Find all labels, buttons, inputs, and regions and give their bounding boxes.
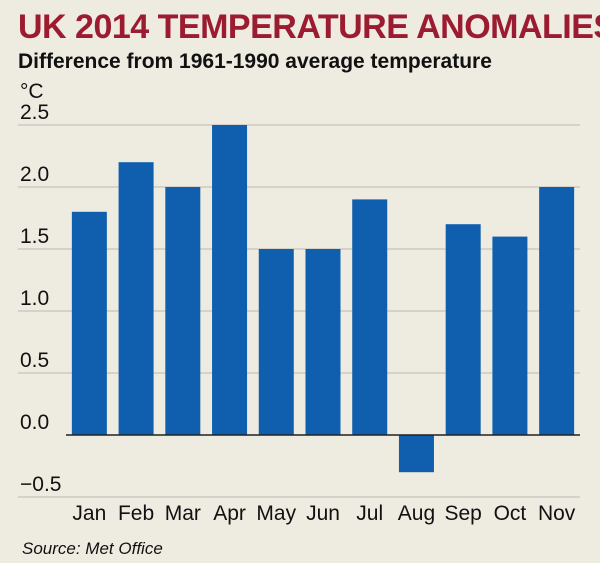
bar-jul — [352, 199, 388, 435]
bar-may — [258, 249, 294, 435]
x-tick-label: Nov — [538, 502, 576, 525]
bar-nov — [539, 187, 575, 435]
x-tick-label: Mar — [165, 502, 201, 525]
y-tick-label: 2.0 — [20, 163, 49, 186]
chart-subtitle: Difference from 1961-1990 average temper… — [18, 50, 492, 73]
bar-jun — [305, 249, 341, 435]
y-tick-label: 0.5 — [20, 349, 49, 372]
x-tick-label: Sep — [444, 502, 481, 525]
gridlines — [18, 124, 580, 498]
chart-title: UK 2014 TEMPERATURE ANOMALIES — [18, 8, 600, 46]
y-tick-label: 0.0 — [20, 411, 49, 434]
x-tick-label: Jan — [72, 502, 106, 525]
bar-feb — [118, 162, 154, 435]
x-tick-label: Feb — [118, 502, 154, 525]
y-tick-label: 2.5 — [20, 101, 49, 124]
bar-sep — [445, 224, 481, 435]
x-tick-label: Jun — [306, 502, 340, 525]
x-axis-ticks: Jan Feb Mar Apr May Jun Jul Aug Sep Oct Nov — [72, 502, 575, 525]
source-note: Source: Met Office — [22, 539, 163, 558]
y-tick-label: 1.0 — [20, 287, 49, 310]
y-axis-ticks: 2.5 2.0 1.5 1.0 0.5 0.0 −0.5 — [20, 101, 61, 496]
bar-apr — [212, 125, 248, 435]
y-tick-label: 1.5 — [20, 225, 49, 248]
bar-aug — [398, 435, 434, 473]
bar-jan — [71, 211, 107, 435]
x-tick-label: Aug — [398, 502, 435, 525]
x-tick-label: Oct — [494, 502, 527, 525]
y-axis-unit-label: °C — [20, 80, 44, 103]
x-tick-label: May — [256, 502, 296, 525]
bar-oct — [492, 236, 528, 435]
x-tick-label: Jul — [356, 502, 383, 525]
bar-mar — [165, 187, 201, 435]
bars — [71, 125, 575, 473]
x-tick-label: Apr — [213, 502, 246, 525]
y-tick-label: −0.5 — [20, 473, 61, 496]
